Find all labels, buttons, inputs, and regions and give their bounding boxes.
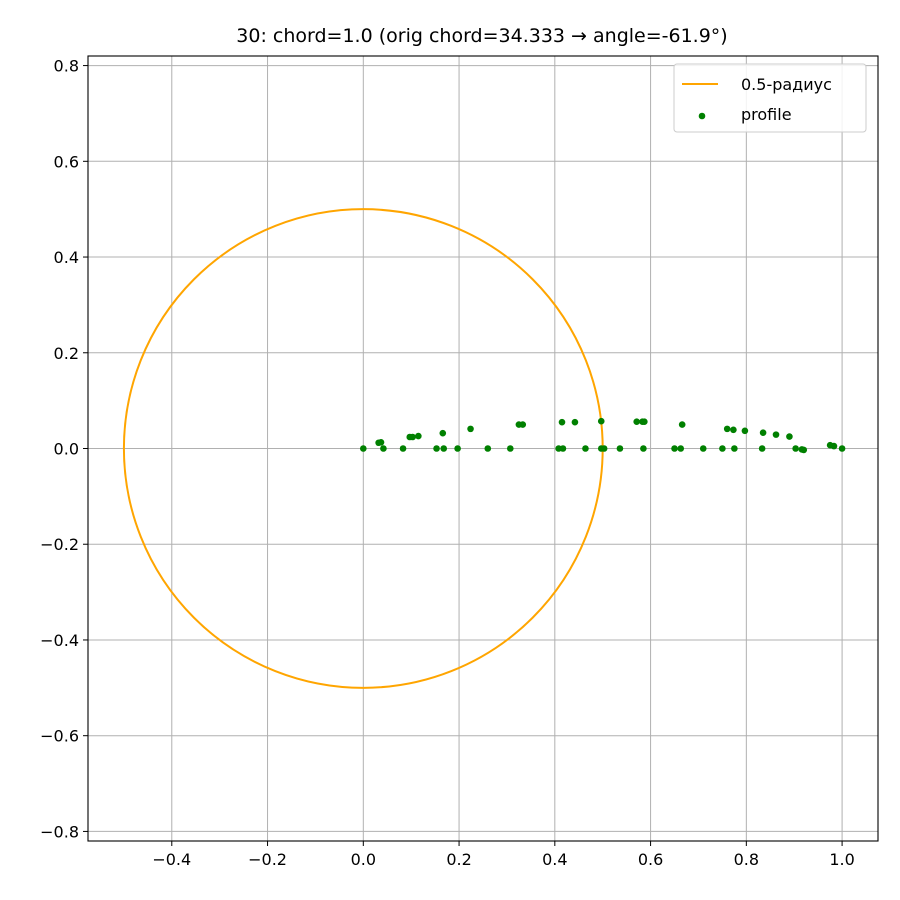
profile-point xyxy=(838,445,846,452)
profile-point xyxy=(597,417,605,425)
x-tick-label: 0.4 xyxy=(542,850,567,869)
profile-point xyxy=(800,446,808,454)
y-tick-label: −0.8 xyxy=(40,822,79,841)
x-tick-label: 0.0 xyxy=(351,850,376,869)
profile-point xyxy=(360,445,367,452)
profile-point xyxy=(440,445,448,452)
y-tick-label: 0.4 xyxy=(54,248,79,267)
profile-point xyxy=(719,445,726,452)
legend-box xyxy=(673,63,867,133)
y-tick-label: −0.2 xyxy=(40,535,79,554)
profile-point xyxy=(600,445,608,452)
profile-point xyxy=(758,445,766,452)
legend: 0.5-радиус profile xyxy=(673,63,867,133)
profile-point xyxy=(678,421,686,428)
axes-frame xyxy=(87,55,879,842)
x-tick-label: 0.8 xyxy=(734,850,759,869)
profile-point xyxy=(641,418,648,425)
y-tick-label: −0.4 xyxy=(40,631,79,650)
x-tick-label: 1.0 xyxy=(829,850,854,869)
profile-point xyxy=(830,442,838,450)
profile-point xyxy=(792,445,799,452)
x-tick-label: 0.2 xyxy=(446,850,471,869)
profile-point xyxy=(439,429,447,437)
legend-profile-label: profile xyxy=(741,105,792,124)
plot-area xyxy=(122,208,846,689)
y-tick-label: −0.6 xyxy=(40,727,79,746)
profile-point xyxy=(640,445,647,452)
profile-point xyxy=(415,432,422,440)
y-tick-label: 0.6 xyxy=(54,152,79,171)
x-tick-label: 0.6 xyxy=(638,850,663,869)
x-tick-label: −0.4 xyxy=(152,850,191,869)
chart-title: 30: chord=1.0 (orig chord=34.333 → angle… xyxy=(236,25,727,47)
y-tick-label: 0.0 xyxy=(54,440,79,459)
grid xyxy=(88,56,878,841)
profile-point xyxy=(559,445,567,452)
profile-point xyxy=(484,445,492,452)
y-tick-label: 0.8 xyxy=(54,57,79,76)
profile-point xyxy=(677,445,685,452)
axis-ticks: −0.4 −0.2 0.0 0.2 0.4 0.6 0.8 1.0 −0.8 −0.6 −0.4 −0… xyxy=(40,57,855,869)
profile-point xyxy=(730,426,737,434)
profile-point xyxy=(558,418,566,426)
profile-point xyxy=(772,431,780,438)
profile-point xyxy=(433,445,440,452)
profile-point xyxy=(759,429,767,437)
profile-point xyxy=(741,427,749,435)
profile-point xyxy=(786,433,793,440)
x-tick-label: −0.2 xyxy=(248,850,287,869)
profile-point xyxy=(380,445,387,452)
profile-point xyxy=(519,421,527,428)
profile-point xyxy=(377,438,385,446)
y-tick-label: 0.2 xyxy=(54,344,79,363)
profile-point xyxy=(616,445,624,452)
profile-point xyxy=(582,445,589,452)
profile-point xyxy=(723,425,731,433)
profile-point xyxy=(467,425,474,433)
profile-point xyxy=(671,445,678,452)
profile-point xyxy=(699,445,707,452)
profile-point xyxy=(506,445,514,452)
profile-point xyxy=(731,445,738,452)
profile-point xyxy=(409,433,416,441)
profile-point xyxy=(571,418,579,426)
legend-profile-swatch xyxy=(698,112,706,120)
profile-point xyxy=(633,418,640,425)
profile-point xyxy=(454,445,461,452)
legend-circle-label: 0.5-радиус xyxy=(741,75,832,94)
profile-point xyxy=(399,445,407,452)
